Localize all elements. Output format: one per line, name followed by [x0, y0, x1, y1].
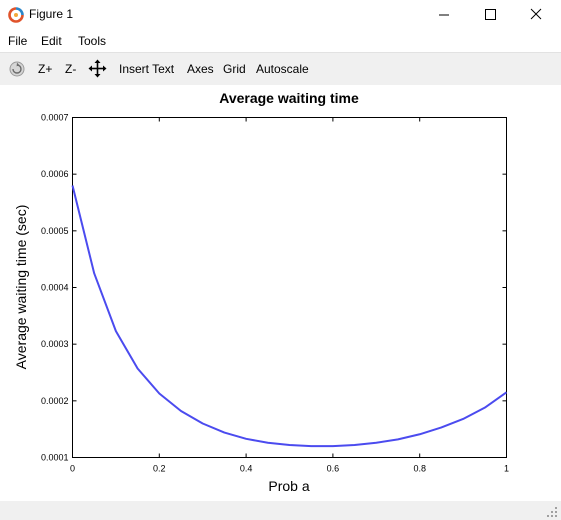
y-tick-label: 0.0007 — [41, 113, 69, 123]
axes-box — [72, 117, 507, 458]
y-tick-label: 0.0003 — [41, 339, 69, 349]
chart: Average waiting time 0.00010.00020.00030… — [13, 90, 509, 494]
y-tick-label: 0.0002 — [41, 396, 69, 406]
chart-title: Average waiting time — [219, 90, 359, 106]
x-tick-label: 0.8 — [413, 464, 426, 474]
close-button[interactable] — [513, 0, 559, 30]
x-tick-label: 0 — [70, 464, 75, 474]
minimize-button[interactable] — [421, 0, 467, 30]
window-title: Figure 1 — [29, 7, 74, 21]
y-tick-label: 0.0005 — [41, 226, 69, 236]
insert-text-button[interactable]: Insert Text — [119, 62, 175, 76]
series-line — [71, 185, 508, 448]
zoom-in-button[interactable]: Z+ — [38, 62, 53, 76]
zoom-out-button[interactable]: Z- — [65, 62, 77, 76]
series-layer — [71, 185, 508, 448]
x-tick-label: 0.4 — [240, 464, 253, 474]
x-tick-label: 0.6 — [327, 464, 340, 474]
y-axis-label: Average waiting time (sec) — [13, 205, 29, 370]
menu-edit[interactable]: Edit — [41, 34, 62, 48]
y-axis: 0.0001 0.0002 0.0003 0.0004 0.0005 0.0006 0.00… — [41, 113, 507, 463]
plot-canvas: Average waiting time 0.0001 0.0002 0.0003 0… — [0, 85, 561, 501]
menu-bar: File Edit Tools — [0, 30, 561, 51]
status-bar — [0, 501, 561, 520]
maximize-icon — [485, 9, 496, 20]
title-bar: Figure 1 — [0, 0, 561, 30]
resize-grip-icon[interactable] — [546, 506, 558, 518]
octave-icon — [8, 7, 24, 23]
figure-toolbar: Z+ Z- Insert Text Axes Grid Autoscale — [0, 52, 561, 86]
rotate-icon[interactable] — [8, 60, 26, 78]
y-tick-label: 0.0001 — [41, 453, 69, 463]
minimize-icon — [439, 14, 449, 16]
axes-button[interactable]: Axes — [187, 62, 214, 76]
grid-button[interactable]: Grid — [223, 62, 246, 76]
x-tick-label: 0.2 — [153, 464, 166, 474]
maximize-button[interactable] — [467, 0, 513, 30]
x-axis-label: Prob a — [268, 478, 309, 494]
y-tick-label: 0.0004 — [41, 283, 69, 293]
menu-tools[interactable]: Tools — [78, 34, 107, 48]
menu-file[interactable]: File — [8, 34, 28, 48]
close-icon — [530, 8, 542, 20]
x-tick-label: 1 — [504, 464, 509, 474]
x-axis: 0 0.2 0.4 0.6 0.8 1 — [70, 117, 509, 474]
pan-icon[interactable] — [88, 59, 107, 78]
y-tick-label: 0.0006 — [41, 169, 69, 179]
autoscale-button[interactable]: Autoscale — [256, 62, 309, 76]
